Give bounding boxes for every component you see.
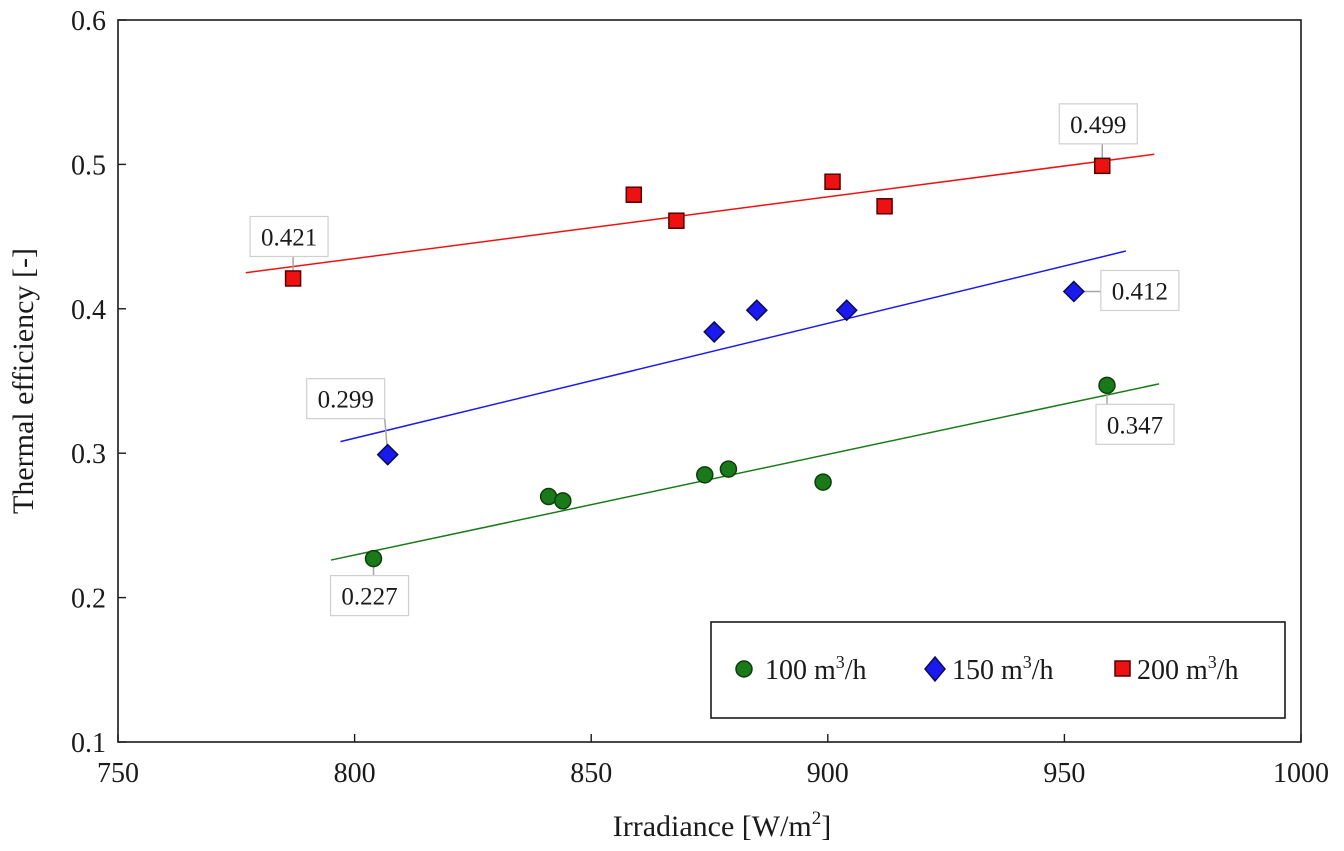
legend-label-150: 150 m3/h [952,652,1054,686]
x-axis-title-sup: 2 [812,808,822,829]
trendline-series-0 [330,383,1160,561]
legend-label-100: 100 m3/h [765,652,867,686]
legend: 100 m3/h 150 m3/h 200 m3/h [710,621,1286,719]
point-circle [719,460,738,478]
legend-marker-square [1114,660,1131,677]
x-tick-label: 800 [334,758,376,789]
point-circle [1098,376,1116,395]
data-label-box [329,575,410,617]
legend-item-100: 100 m3/h [735,652,867,686]
x-axis-title: Irradiance [W/m2] [613,808,832,843]
data-label-box [1095,403,1175,445]
trendline-series-1 [340,250,1127,443]
y-tick-label: 0.4 [71,295,106,326]
legend-box [710,621,1286,719]
data-label-text: 0.412 [1112,278,1168,305]
legend-label-200: 200 m3/h [1137,652,1239,686]
legend-label-150-tail: /h [1032,655,1054,686]
data-label-text: 0.499 [1070,112,1126,139]
x-tick-label: 1000 [1273,758,1329,789]
point-square [668,212,685,229]
trendlines [245,153,1160,561]
data-label-box [249,215,329,258]
point-circle [364,549,383,568]
point-circle [554,492,572,510]
x-axis-title-tail: ] [821,810,831,843]
point-circle [814,473,832,491]
data-label-text: 0.299 [318,387,374,414]
point-square [876,198,893,215]
data-label-text: 0.347 [1107,412,1163,439]
point-diamond [376,443,399,466]
point-square [1094,157,1111,175]
legend-label-200-sup: 3 [1208,652,1217,672]
point-square [625,186,643,203]
x-tick-label: 850 [570,758,612,789]
legend-label-100-main: 100 m [765,655,836,686]
data-label: 0.421 [249,215,329,279]
point-diamond [745,299,768,322]
annotations: 0.227 0.299 0.421 0.412 0.347 0.499 [249,103,1180,617]
point-diamond [835,299,858,322]
legend-label-150-sup: 3 [1023,652,1032,672]
data-label-text: 0.227 [341,584,397,611]
legend-item-150: 150 m3/h [924,652,1054,686]
trendline-series-2 [245,153,1155,274]
legend-label-100-tail: /h [845,655,867,686]
x-tick-label: 900 [807,758,849,789]
x-tick-label: 750 [97,758,139,789]
y-axis-title: Thermal efficiency [-] [7,248,40,514]
data-label-box [1100,269,1180,312]
point-square [284,270,302,287]
y-tick-label: 0.5 [71,150,106,181]
y-tick-label: 0.6 [71,6,106,37]
data-label-box [1058,103,1138,145]
data-label: 0.347 [1095,385,1175,445]
y-tick-label: 0.3 [71,439,106,470]
x-axis-title-main: Irradiance [W/m [613,810,812,843]
data-label: 0.499 [1058,103,1138,166]
legend-marker-circle [735,660,753,678]
data-label: 0.227 [329,558,410,617]
legend-label-200-main: 200 m [1137,655,1208,686]
x-tick-label: 950 [1043,758,1085,789]
legend-label-200-tail: /h [1217,655,1239,686]
axis-ticks: 750 800 850 900 950 1000 0.1 0.2 0.3 0.4 0.5 0.6 [71,6,1329,789]
point-circle [696,466,714,484]
data-label-box [306,378,386,420]
point-diamond [1062,280,1085,303]
data-points [284,157,1116,568]
data-label: 0.299 [306,378,389,455]
y-tick-label: 0.1 [71,728,106,759]
point-diamond [703,320,726,343]
data-label-text: 0.421 [261,224,317,251]
plot-area-frame [117,19,1302,743]
point-square [824,173,841,190]
legend-label-100-sup: 3 [836,652,845,672]
legend-marker-diamond [924,655,946,683]
data-label: 0.412 [1073,269,1180,312]
legend-item-200: 200 m3/h [1114,652,1239,686]
legend-label-150-main: 150 m [952,655,1023,686]
y-tick-label: 0.2 [71,584,106,615]
